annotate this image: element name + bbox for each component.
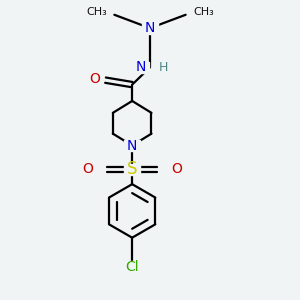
Text: N: N xyxy=(127,139,137,152)
Bar xyxy=(193,6,214,18)
Bar xyxy=(86,6,107,18)
Text: Cl: Cl xyxy=(125,260,139,274)
Text: O: O xyxy=(82,162,93,176)
Bar xyxy=(169,164,185,175)
Text: CH₃: CH₃ xyxy=(193,7,214,17)
Bar xyxy=(158,62,169,73)
Bar xyxy=(142,22,158,34)
Text: O: O xyxy=(171,162,182,176)
Text: N: N xyxy=(145,21,155,35)
Bar xyxy=(124,140,140,151)
Text: S: S xyxy=(127,160,137,178)
Bar xyxy=(124,261,140,272)
Text: H: H xyxy=(159,61,168,74)
Bar xyxy=(87,73,103,84)
Bar xyxy=(124,164,140,175)
Bar xyxy=(133,62,149,73)
Bar xyxy=(80,164,96,175)
Text: CH₃: CH₃ xyxy=(86,7,107,17)
Text: N: N xyxy=(136,60,146,74)
Text: O: O xyxy=(90,72,101,86)
